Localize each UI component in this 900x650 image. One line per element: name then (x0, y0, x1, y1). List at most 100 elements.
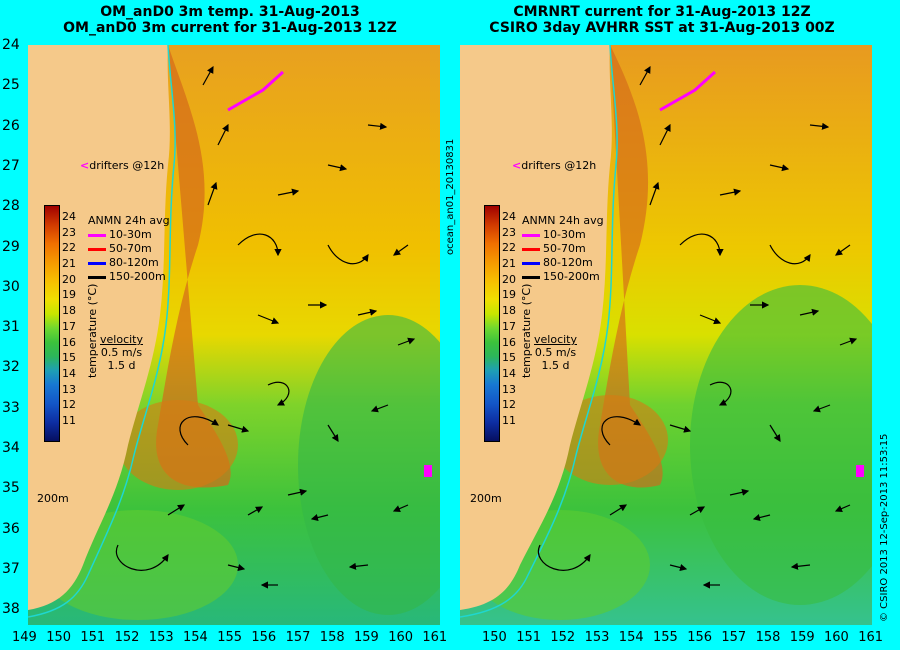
x-tick-label: 149 (12, 630, 37, 645)
colorbar-left (44, 205, 60, 442)
x-tick-label: 154 (183, 630, 208, 645)
x-tick-label: 151 (516, 630, 542, 645)
x-tick-label: 152 (550, 630, 576, 645)
drifter-track (227, 70, 285, 112)
mooring-marker (856, 465, 864, 477)
colorbar-ticks-left: 24 23 22 21 20 19 18 17 16 15 14 13 12 11 (62, 211, 76, 431)
anmn-legend-left: ANMN 24h avg 10-30m 50-70m 80-120m 150-2… (88, 214, 170, 284)
colorbar-tick: 12 (62, 398, 76, 412)
anmn-item-1: 10-30m (522, 228, 604, 242)
arrow-blue-icon (88, 261, 106, 265)
velocity-speed: 0.5 m/s (100, 346, 143, 359)
y-tick-label: 27 (2, 157, 20, 174)
y-tick-label: 28 (2, 198, 20, 215)
cool-water-region (690, 285, 872, 605)
cool-water-region (298, 315, 440, 615)
y-tick-label: 31 (2, 319, 20, 336)
anmn-title: ANMN 24h avg (522, 214, 604, 227)
colorbar-tick: 23 (502, 225, 516, 239)
anmn-item-3: 80-120m (522, 256, 604, 270)
velocity-label: velocity (534, 333, 577, 346)
x-tick-label: 158 (755, 630, 781, 645)
x-tick-label: 156 (251, 630, 277, 645)
model-run-label: ocean_an01_20130831 (445, 138, 456, 255)
anmn-item-3: 80-120m (88, 256, 170, 270)
x-tick-label: 153 (584, 630, 610, 645)
x-tick-label: 155 (217, 630, 243, 645)
x-tick-label: 150 (46, 630, 72, 645)
x-tick-label: 157 (721, 630, 747, 645)
anmn-label: 50-70m (543, 242, 586, 255)
colorbar-tick: 19 (62, 288, 76, 302)
x-tick-label: 153 (148, 630, 174, 645)
arrow-black-icon (88, 275, 106, 279)
x-tick-label: 150 (482, 630, 507, 645)
colorbar-tick: 11 (502, 413, 516, 427)
colorbar-tick: 22 (502, 241, 516, 255)
isobath-label-right: 200m (470, 492, 502, 505)
velocity-duration: 1.5 d (541, 359, 570, 372)
y-tick-label: 26 (2, 117, 20, 134)
arrow-red-icon (88, 247, 106, 251)
x-tick-label: 161 (858, 630, 884, 645)
isobath-200m (460, 45, 618, 618)
warm-current-band (598, 45, 663, 488)
x-tick-label: 161 (422, 630, 448, 645)
colorbar-tick: 24 (62, 210, 76, 223)
right-map-svg (460, 45, 872, 625)
colorbar-tick: 17 (502, 319, 516, 333)
drifters-label-right: <drifters @12h (512, 159, 596, 172)
colorbar-tick: 21 (502, 257, 516, 271)
colorbar-tick: 20 (62, 272, 76, 286)
x-tick-label: 159 (789, 630, 815, 645)
colorbar-tick: 19 (502, 288, 516, 302)
drifter-icon: < (80, 159, 90, 172)
colorbar-tick: 24 (502, 210, 516, 223)
velocity-legend-left: velocity 0.5 m/s 1.5 d (100, 333, 143, 372)
isobath-label-left: 200m (37, 492, 69, 505)
left-panel-title: OM_anD0 3m temp. 31-Aug-2013 OM_anD0 3m … (20, 4, 440, 36)
colorbar-tick: 16 (62, 335, 76, 349)
velocity-label: velocity (100, 333, 143, 346)
arrow-black-icon (522, 275, 540, 279)
right-panel-title: CMRNRT current for 31-Aug-2013 12Z CSIRO… (452, 4, 872, 36)
anmn-label: 10-30m (543, 228, 586, 241)
drifter-track (659, 70, 717, 112)
colorbar-ticks-right: 24 23 22 21 20 19 18 17 16 15 14 13 12 11 (502, 211, 516, 431)
anmn-item-4: 150-200m (522, 270, 604, 284)
x-tick-label: 156 (687, 630, 713, 645)
drifters-text: drifters @12h (89, 159, 165, 172)
y-tick-label: 33 (2, 399, 20, 416)
warm-current-band (156, 45, 231, 488)
right-title-line1: CMRNRT current for 31-Aug-2013 12Z (513, 4, 811, 20)
arrow-magenta-icon (88, 233, 106, 237)
drifters-text: drifters @12h (521, 159, 597, 172)
colorbar-tick: 14 (502, 366, 516, 380)
y-tick-label: 25 (2, 77, 20, 94)
colorbar-right (484, 205, 500, 442)
colorbar-tick: 16 (502, 335, 516, 349)
warm-eddy (118, 400, 238, 490)
right-title-line2: CSIRO 3day AVHRR SST at 31-Aug-2013 00Z (489, 20, 835, 36)
drifters-label-left: <drifters @12h (80, 159, 164, 172)
y-tick-label: 32 (2, 359, 20, 376)
drifter-icon: < (512, 159, 522, 172)
isobath-200m (28, 45, 176, 618)
y-tick-label: 30 (2, 278, 20, 295)
warm-eddy (552, 395, 668, 485)
x-tick-label: 155 (653, 630, 678, 645)
right-map-panel (460, 45, 872, 625)
x-tick-label: 160 (824, 630, 849, 645)
x-tick-label: 159 (354, 630, 379, 645)
colorbar-tick: 15 (502, 351, 516, 365)
velocity-speed: 0.5 m/s (534, 346, 577, 359)
colorbar-tick: 15 (62, 351, 76, 365)
anmn-label: 150-200m (109, 270, 166, 283)
y-tick-label: 36 (2, 520, 20, 537)
x-tick-label: 151 (80, 630, 106, 645)
colorbar-tick: 21 (62, 257, 76, 271)
anmn-legend-right: ANMN 24h avg 10-30m 50-70m 80-120m 150-2… (522, 214, 604, 284)
anmn-item-2: 50-70m (88, 242, 170, 256)
arrow-red-icon (522, 247, 540, 251)
colorbar-tick: 12 (502, 398, 516, 412)
